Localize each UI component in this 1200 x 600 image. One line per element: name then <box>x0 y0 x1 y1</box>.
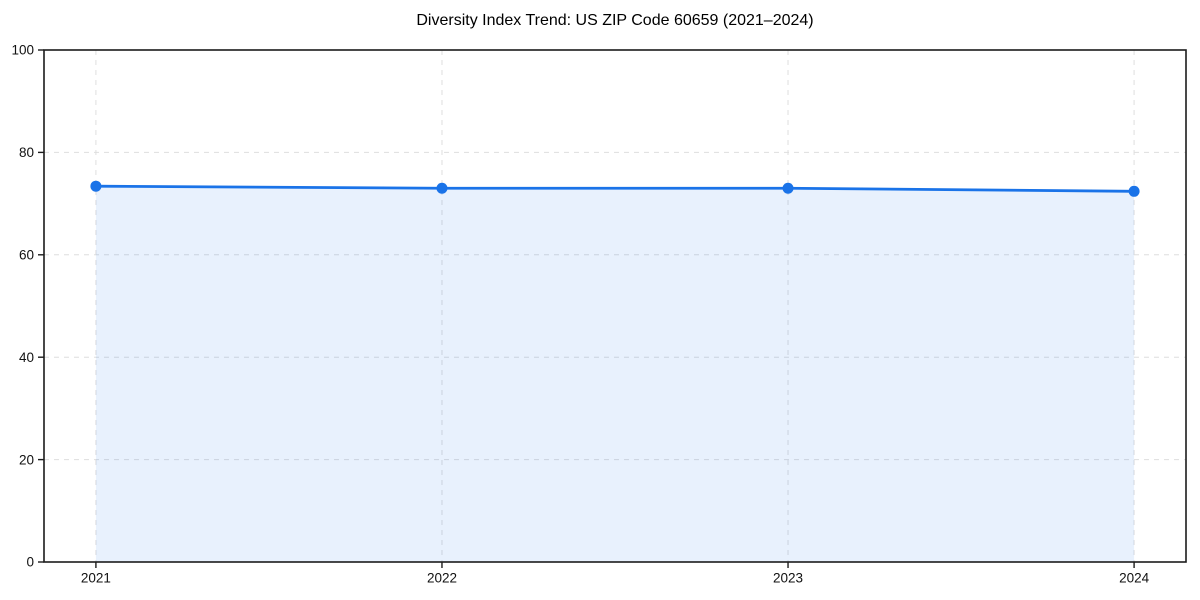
area-fill <box>95 186 1135 562</box>
x-tick-label: 2021 <box>81 571 111 586</box>
x-tick-label: 2023 <box>773 571 803 586</box>
data-point-marker <box>90 180 102 192</box>
y-tick-label: 20 <box>19 452 34 467</box>
data-point-marker <box>782 182 794 194</box>
axes-frame <box>43 49 1187 563</box>
data-point-marker <box>1128 185 1140 197</box>
data-point-marker <box>436 182 448 194</box>
y-tick-label: 60 <box>19 248 34 263</box>
x-tick-label: 2024 <box>1119 571 1150 586</box>
trend-line <box>94 184 1136 193</box>
y-tick-label: 0 <box>26 555 34 570</box>
y-tick-label: 80 <box>19 145 34 160</box>
y-tick-label: 40 <box>19 350 34 365</box>
y-tick-label: 100 <box>11 43 34 58</box>
x-tick-label: 2022 <box>427 571 457 586</box>
chart-title: Diversity Index Trend: US ZIP Code 60659… <box>416 12 814 29</box>
